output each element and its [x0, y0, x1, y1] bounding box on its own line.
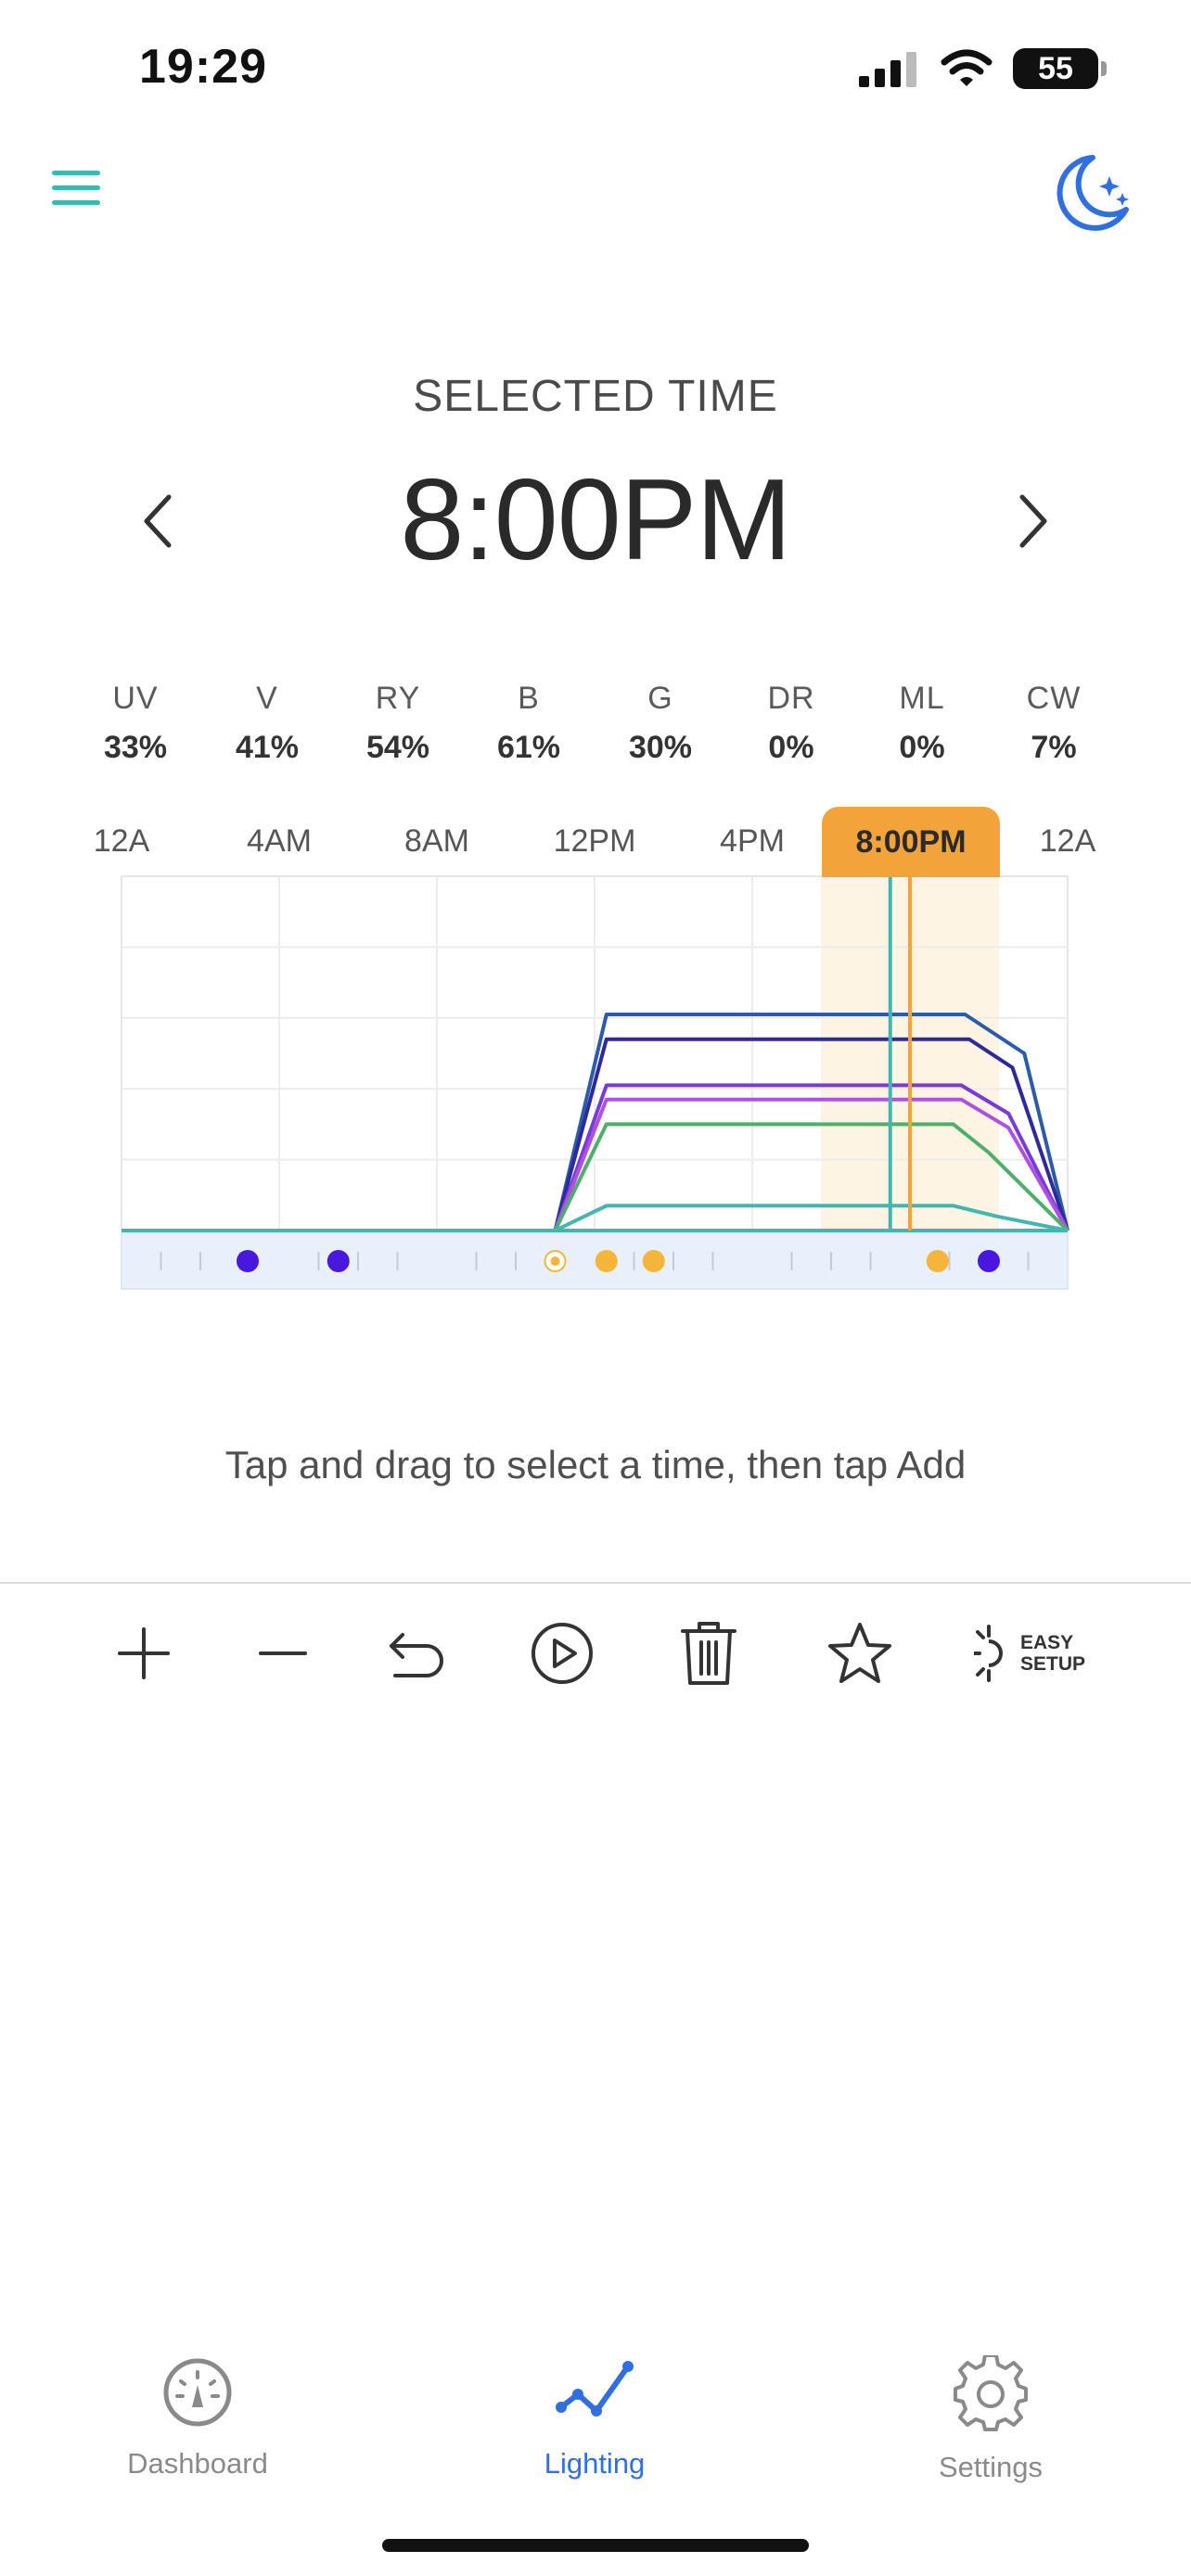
series-line	[553, 1097, 1069, 1231]
schedule-marker	[978, 1250, 1000, 1272]
channel-name: CW	[1026, 681, 1082, 716]
selected-time-value: 8:00PM	[400, 456, 791, 584]
wifi-icon	[941, 49, 992, 86]
channel-value: 41%	[235, 730, 300, 765]
trash-icon	[681, 1622, 736, 1685]
hamburger-menu-icon[interactable]	[52, 171, 100, 210]
chevron-right-icon[interactable]	[1005, 484, 1061, 558]
channel-name: G	[647, 681, 673, 716]
minus-icon	[259, 1651, 307, 1655]
delete-button[interactable]	[664, 1609, 753, 1698]
marker-strip	[121, 1232, 1069, 1290]
schedule-marker	[642, 1250, 665, 1272]
sun-half-icon	[974, 1625, 1003, 1682]
easy-setup-line2: SETUP	[1020, 1653, 1086, 1675]
tab-settings[interactable]: Settings	[870, 2353, 1111, 2484]
divider	[0, 1582, 1191, 1584]
channel-name: V	[256, 681, 278, 716]
channel-value: 61%	[496, 730, 561, 765]
channel-value: 33%	[103, 730, 168, 765]
lighting-schedule-chart[interactable]	[0, 797, 1191, 1298]
lighting-graph-icon	[556, 2361, 634, 2417]
undo-icon	[390, 1633, 443, 1677]
schedule-marker	[327, 1250, 350, 1272]
schedule-marker	[926, 1250, 949, 1272]
channel-ry: RY 54%	[342, 681, 454, 766]
series-line	[553, 1122, 1069, 1232]
chevron-left-icon[interactable]	[130, 484, 186, 558]
instruction-text: Tap and drag to select a time, then tap …	[224, 1443, 967, 1486]
selected-time-handle-label: 8:00PM	[855, 823, 967, 860]
home-indicator	[382, 2539, 809, 2552]
x-tick-label: 12PM	[553, 823, 636, 859]
x-tick-label: 12A	[1039, 823, 1096, 859]
tab-label: Dashboard	[127, 2447, 268, 2480]
gauge-icon	[163, 2358, 232, 2427]
battery-level: 55	[1038, 50, 1073, 86]
easy-setup-label: EASY SETUP	[1020, 1632, 1085, 1675]
channel-dr: DR 0%	[736, 681, 847, 766]
add-button[interactable]	[99, 1609, 188, 1698]
tab-label: Settings	[938, 2451, 1043, 2483]
undo-button[interactable]	[373, 1609, 462, 1698]
x-tick-label: 12A	[93, 823, 150, 859]
star-icon	[828, 1623, 891, 1683]
signal-icon	[859, 52, 916, 87]
series-line	[554, 1204, 1069, 1232]
channel-ml: ML 0%	[866, 681, 978, 766]
tab-dashboard[interactable]: Dashboard	[77, 2355, 318, 2480]
series-line	[553, 1037, 1069, 1231]
channel-v: V 41%	[211, 681, 323, 766]
series-line	[553, 1083, 1069, 1231]
channel-value: 0%	[899, 730, 945, 765]
channel-value: 30%	[628, 730, 693, 765]
channel-value: 0%	[768, 730, 814, 765]
easy-setup-line1: EASY	[1020, 1632, 1074, 1653]
play-button[interactable]	[518, 1609, 607, 1698]
plus-icon	[118, 1627, 170, 1679]
channel-name: DR	[767, 681, 815, 716]
schedule-marker	[237, 1250, 259, 1272]
tab-lighting[interactable]: Lighting	[474, 2355, 715, 2480]
channel-name: ML	[899, 681, 945, 716]
channel-name: B	[518, 681, 540, 716]
channel-uv: UV 33%	[80, 681, 191, 766]
tab-label: Lighting	[544, 2447, 646, 2480]
easy-setup-button[interactable]: EASY SETUP	[974, 1613, 1085, 1693]
channel-value: 54%	[365, 730, 430, 765]
x-tick-label: 8AM	[404, 823, 469, 859]
remove-button[interactable]	[238, 1609, 327, 1698]
x-tick-label: 4PM	[720, 823, 785, 859]
channel-g: G 30%	[605, 681, 716, 766]
status-icons: 55	[859, 46, 1107, 91]
schedule-marker-dot	[550, 1256, 560, 1266]
series-line	[553, 1013, 1069, 1231]
selected-time-label: SELECTED TIME	[413, 372, 778, 421]
status-time: 19:29	[139, 40, 267, 94]
gear-icon	[954, 2353, 1028, 2431]
favorite-button[interactable]	[815, 1609, 904, 1698]
battery-icon: 55	[1013, 48, 1107, 89]
channel-cw: CW 7%	[998, 681, 1109, 766]
schedule-marker	[595, 1250, 618, 1272]
x-tick-label: 4AM	[247, 823, 312, 859]
moon-stars-icon[interactable]	[1044, 148, 1133, 237]
channel-name: RY	[375, 681, 421, 716]
channel-value: 7%	[1031, 730, 1077, 765]
selected-time-handle[interactable]: 8:00PM	[822, 807, 1000, 877]
channel-name: UV	[112, 681, 159, 716]
play-icon	[531, 1623, 593, 1684]
channel-b: B 61%	[473, 681, 584, 766]
